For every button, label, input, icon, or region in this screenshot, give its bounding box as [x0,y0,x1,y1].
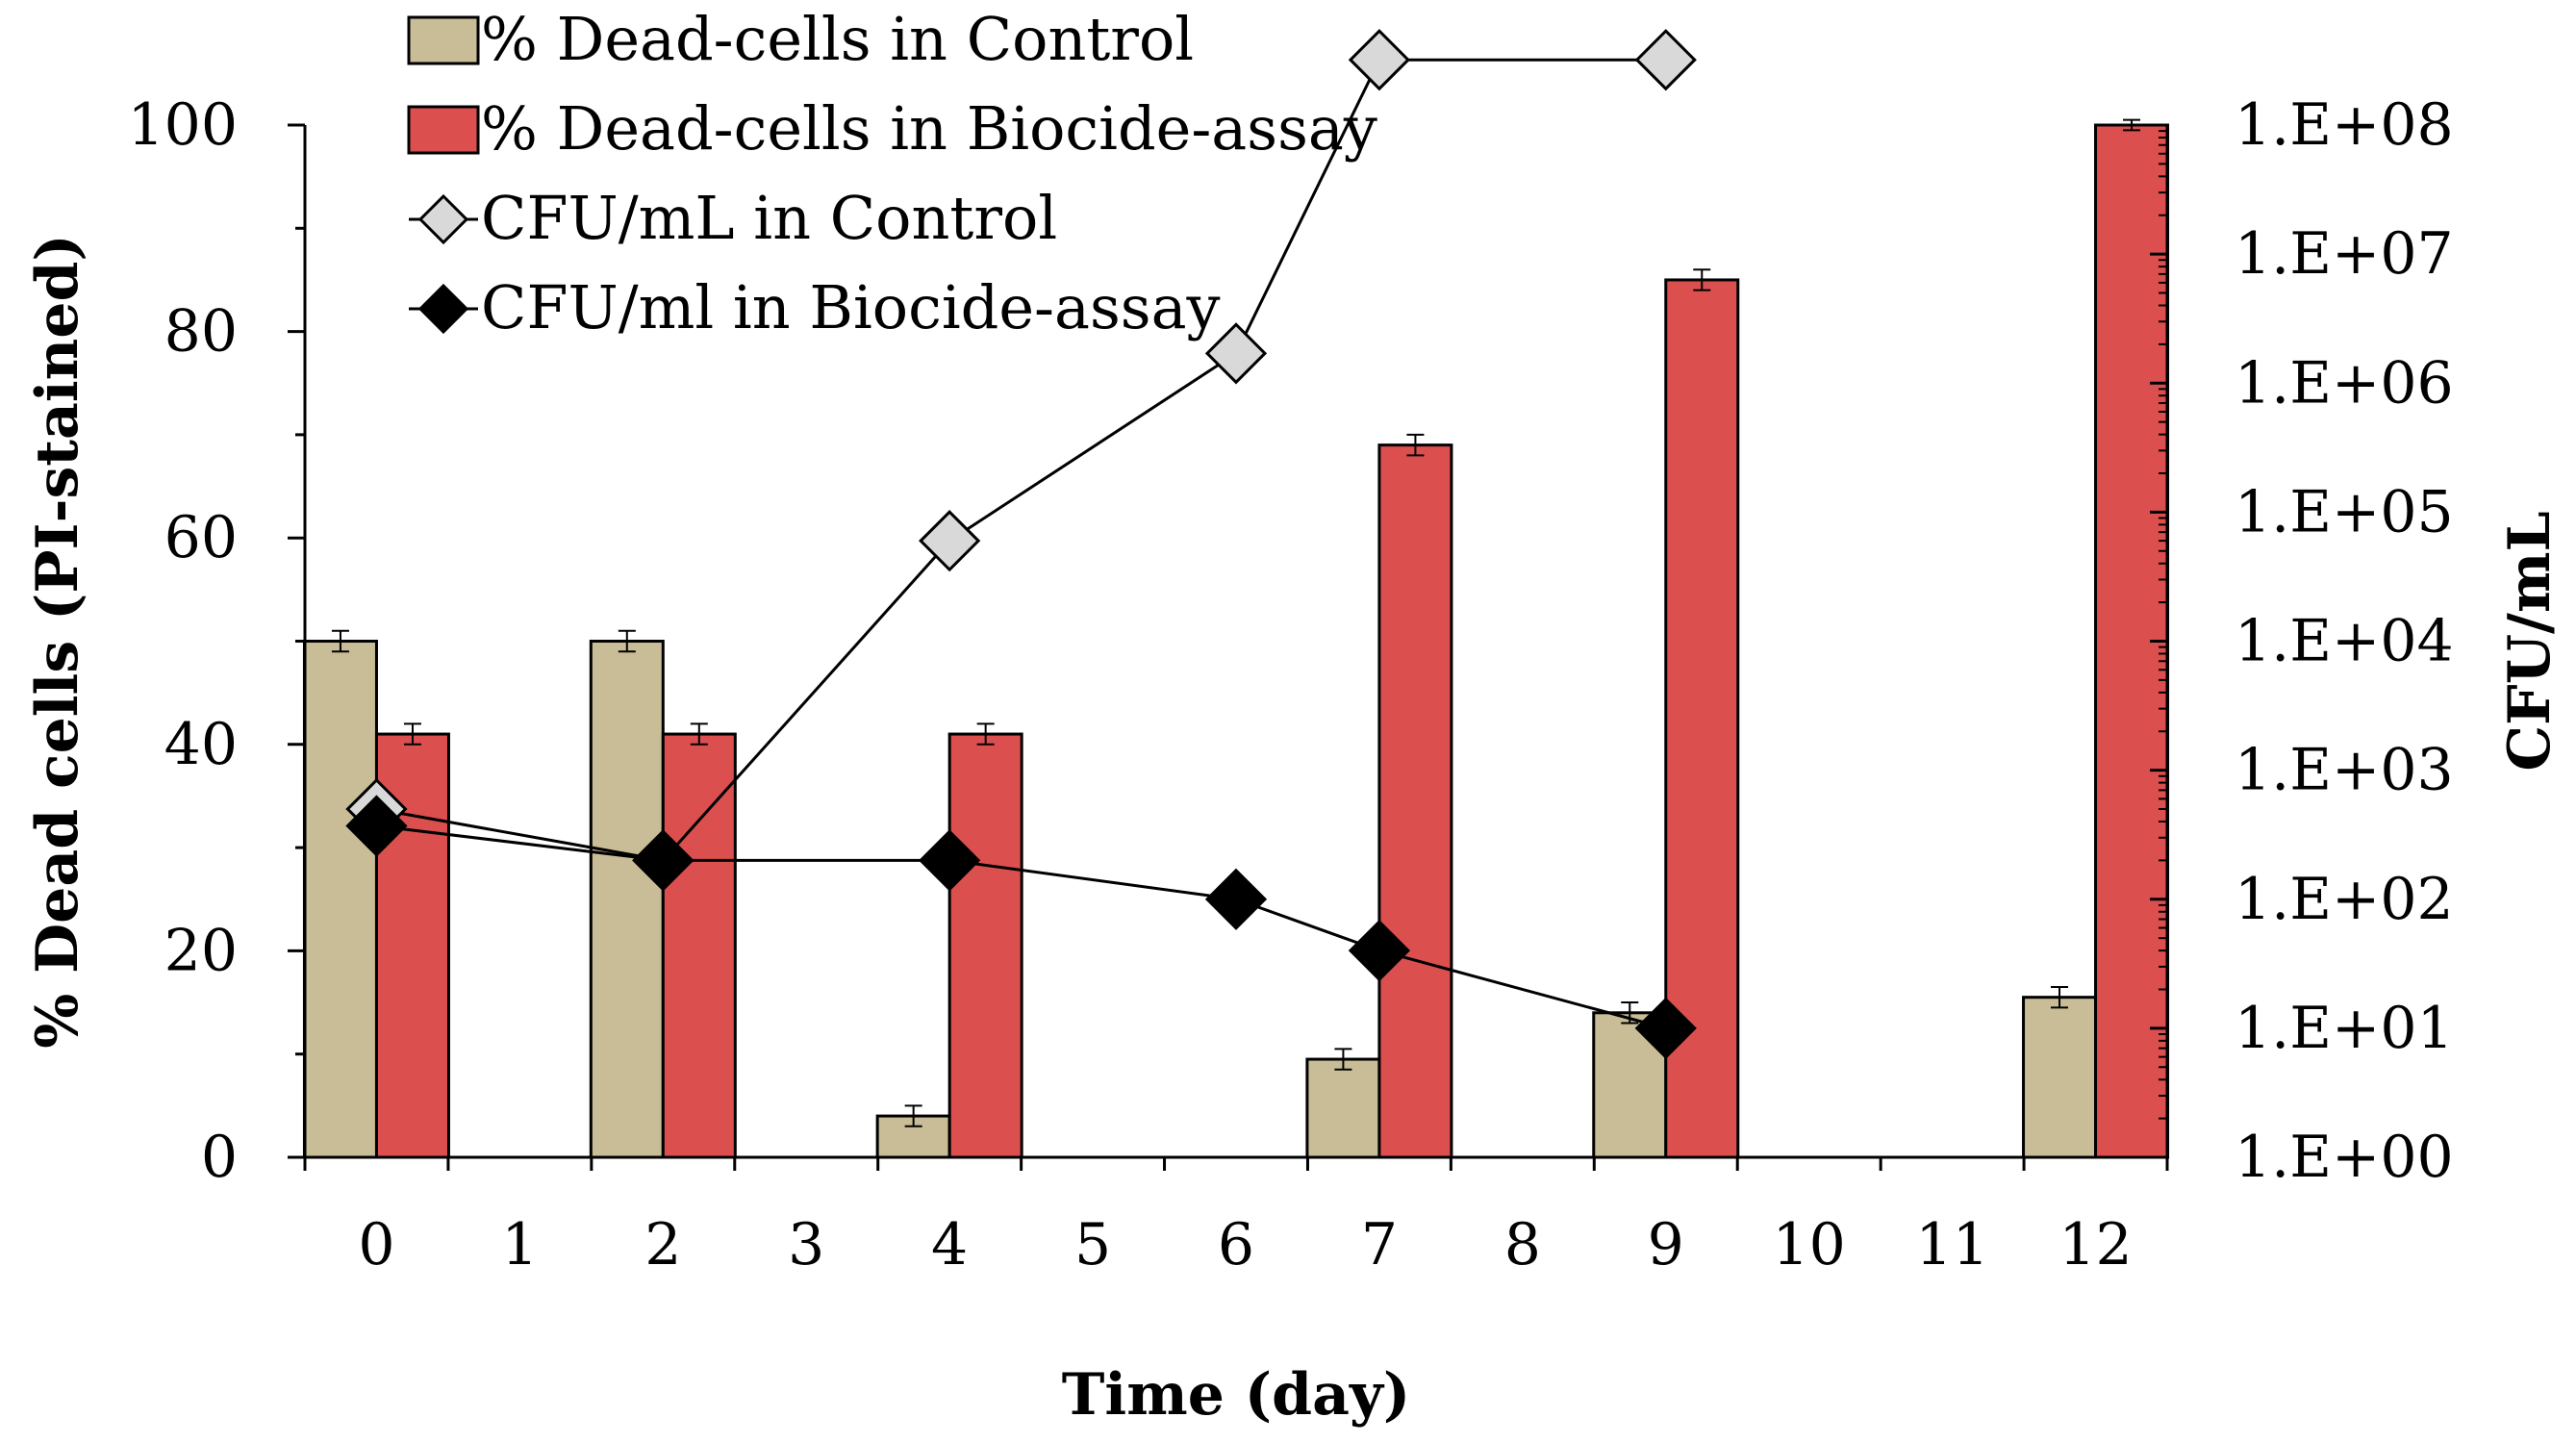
bars-layer [302,118,2170,1159]
y2-tick-label: 1.E+05 [2235,478,2454,545]
bar [589,640,665,1159]
legend-swatch [407,15,480,65]
bar [1305,1057,1381,1159]
line-point [1348,920,1411,982]
y2-axis-title: CFU/mL [2496,511,2563,771]
x-tick-label: 1 [501,1211,538,1278]
line-point [1204,868,1268,930]
line-point [345,795,408,857]
y-tick-label: 80 [164,298,238,366]
legend: % Dead-cells in Control % Dead-cells in B… [407,4,1377,342]
y-tick-label: 40 [164,711,238,778]
x-axis-title: Time (day) [1062,1361,1410,1429]
legend-label: % Dead-cells in Biocide-assay [481,93,1377,164]
bar [302,640,378,1159]
line-point [1634,29,1697,91]
y2-tick-label: 1.E+00 [2235,1124,2454,1191]
series-line [376,824,1667,1030]
y-axis-title: % Dead cells (PI-stained) [24,234,91,1049]
lines-layer [345,29,1697,1060]
line-point [1634,997,1697,1060]
x-tick-label: 9 [1648,1211,1684,1278]
x-tick-label: 5 [1074,1211,1111,1278]
legend-label: CFU/ml in Biocide-assay [481,272,1221,342]
legend-swatch [407,105,480,155]
y2-tick-label: 1.E+02 [2235,866,2454,933]
y-tick-label: 0 [201,1124,238,1191]
x-tick-label: 11 [1915,1211,1988,1278]
x-tick-label: 2 [644,1211,681,1278]
x-tick-label: 0 [358,1211,394,1278]
line-point [919,510,981,572]
legend-marker [417,193,469,245]
y-tick-label: 60 [164,504,238,571]
bar [661,732,737,1159]
line-point [1348,29,1411,91]
y2-tick-label: 1.E+03 [2235,737,2454,804]
bar [947,732,1023,1159]
x-tick-label: 6 [1218,1211,1254,1278]
bar [1377,443,1453,1159]
bar [374,732,450,1159]
x-tick-label: 8 [1504,1211,1541,1278]
legend-label: CFU/mL in Control [481,183,1057,253]
x-tick-label: 3 [788,1211,824,1278]
y-tick-label: 20 [164,917,238,984]
bar [2022,996,2098,1159]
ticks-layer: 0204060801001.E+001.E+011.E+021.E+031.E+… [127,91,2453,1278]
line-point [632,829,695,892]
line-point [1204,322,1268,385]
y2-tick-label: 1.E+06 [2235,349,2454,417]
x-tick-label: 12 [2058,1211,2132,1278]
x-tick-label: 4 [931,1211,968,1278]
y-tick-label: 100 [127,91,238,159]
y2-tick-label: 1.E+08 [2235,91,2454,159]
line-point [919,829,981,892]
x-tick-label: 7 [1361,1211,1398,1278]
y2-tick-label: 1.E+01 [2235,995,2454,1062]
legend-marker [417,283,469,335]
y2-tick-label: 1.E+07 [2235,220,2454,288]
y2-tick-label: 1.E+04 [2235,608,2454,675]
legend-label: % Dead-cells in Control [481,4,1194,74]
x-tick-label: 10 [1773,1211,1846,1278]
series-line [376,58,1666,862]
